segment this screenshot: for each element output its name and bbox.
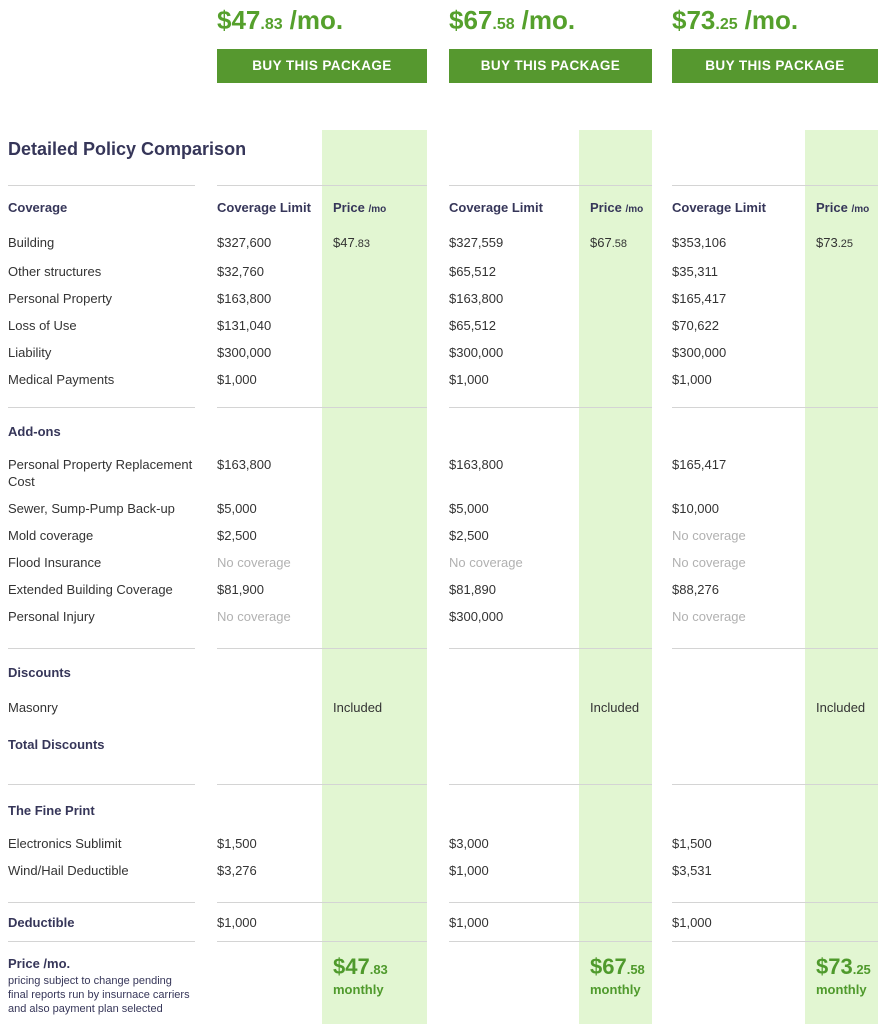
row-label: Loss of Use <box>8 318 77 333</box>
table-row: Personal Property Replacement Cost $163,… <box>0 451 887 495</box>
table-row: Medical Payments $1,000 $1,000 $1,000 <box>0 366 887 393</box>
column-header-price-3: Price /mo <box>816 200 870 215</box>
buy-button-row: BUY THIS PACKAGE BUY THIS PACKAGE BUY TH… <box>0 49 887 83</box>
package-1-price: $47.83/mo. <box>217 5 344 35</box>
fine-print-section: Electronics Sublimit $1,500 $3,000 $1,50… <box>0 830 887 884</box>
column-header-limit-1: Coverage Limit <box>217 200 311 215</box>
divider <box>0 784 887 785</box>
table-header-row: Coverage Coverage Limit Price /mo Covera… <box>0 194 887 223</box>
row-label: Electronics Sublimit <box>8 836 122 851</box>
monthly-price-1: $47.83 monthly <box>333 954 388 998</box>
discounts-section-header: Discounts <box>0 659 887 686</box>
deductible-row: Deductible $1,000 $1,000 $1,000 <box>0 909 887 936</box>
monthly-price-3: $73.25 monthly <box>816 954 871 998</box>
table-row: Personal Injury No coverage $300,000 No … <box>0 603 887 630</box>
coverage-section-title: Coverage <box>8 200 68 215</box>
table-row: Loss of Use $131,040 $65,512 $70,622 <box>0 312 887 339</box>
row-label: Liability <box>8 345 52 360</box>
total-discounts-section-header: Total Discounts <box>0 731 887 758</box>
row-label: Wind/Hail Deductible <box>8 863 129 878</box>
column-header-price-1: Price /mo <box>333 200 387 215</box>
monthly-price-2: $67.58 monthly <box>590 954 645 998</box>
table-row: Extended Building Coverage $81,900 $81,8… <box>0 576 887 603</box>
addons-section: Personal Property Replacement Cost $163,… <box>0 451 887 630</box>
price-row-label: Price /mo. pricing subject to change pen… <box>0 955 217 1016</box>
price-column-highlight-2 <box>579 130 652 1024</box>
row-label: Sewer, Sump-Pump Back-up <box>8 501 175 516</box>
buy-package-1-button[interactable]: BUY THIS PACKAGE <box>217 49 427 83</box>
section-title: Discounts <box>8 665 71 680</box>
table-row: Sewer, Sump-Pump Back-up $5,000 $5,000 $… <box>0 495 887 522</box>
divider <box>0 185 887 186</box>
row-label: Personal Property Replacement Cost <box>8 457 193 489</box>
divider <box>0 902 887 903</box>
section-title: Price /mo. <box>8 956 71 971</box>
table-row: Electronics Sublimit $1,500 $3,000 $1,50… <box>0 830 887 857</box>
divider <box>0 941 887 942</box>
row-label: Other structures <box>8 264 102 279</box>
table-row: Mold coverage $2,500 $2,500 No coverage <box>0 522 887 549</box>
fine-print-section-header: The Fine Print <box>0 797 887 824</box>
column-header-price-2: Price /mo <box>590 200 644 215</box>
table-row: Building $327,600 $47.83 $327,559 $67.58… <box>0 229 887 258</box>
buy-package-3-button[interactable]: BUY THIS PACKAGE <box>672 49 878 83</box>
buy-package-2-button[interactable]: BUY THIS PACKAGE <box>449 49 652 83</box>
row-label: Medical Payments <box>8 372 115 387</box>
addons-section-header: Add-ons <box>0 418 887 445</box>
row-label: Extended Building Coverage <box>8 582 173 597</box>
row-price-1: $47.83 <box>333 235 370 250</box>
row-label: Flood Insurance <box>8 555 102 570</box>
table-row: Wind/Hail Deductible $3,276 $1,000 $3,53… <box>0 857 887 884</box>
divider <box>0 648 887 649</box>
column-header-limit-2: Coverage Limit <box>449 200 543 215</box>
table-row: Personal Property $163,800 $163,800 $165… <box>0 285 887 312</box>
table-row: Other structures $32,760 $65,512 $35,311 <box>0 258 887 285</box>
row-label: Personal Property <box>8 291 113 306</box>
divider <box>0 407 887 408</box>
row-label: Building <box>8 235 55 250</box>
row-label: Mold coverage <box>8 528 94 543</box>
package-price-header-row: $47.83/mo. $67.58/mo. $73.25/mo. <box>0 4 887 41</box>
section-title: Deductible <box>8 915 75 930</box>
price-column-highlight-3 <box>805 130 878 1024</box>
table-row: Masonry Included Included Included <box>0 694 887 721</box>
row-label: Personal Injury <box>8 609 95 624</box>
row-price-3: $73.25 <box>816 235 853 250</box>
page-title: Detailed Policy Comparison <box>8 139 247 159</box>
section-title: Total Discounts <box>8 737 105 752</box>
section-title: The Fine Print <box>8 803 95 818</box>
column-header-limit-3: Coverage Limit <box>672 200 766 215</box>
pricing-disclaimer: pricing subject to change pending final … <box>8 975 190 1015</box>
package-3-price: $73.25/mo. <box>672 5 799 35</box>
price-per-month-row: Price /mo. pricing subject to change pen… <box>0 950 887 1021</box>
table-row: Flood Insurance No coverage No coverage … <box>0 549 887 576</box>
section-title: Add-ons <box>8 424 61 439</box>
row-label: Masonry <box>8 700 58 715</box>
table-row: Liability $300,000 $300,000 $300,000 <box>0 339 887 366</box>
row-price-2: $67.58 <box>590 235 627 250</box>
coverage-section: Building $327,600 $47.83 $327,559 $67.58… <box>0 229 887 393</box>
package-2-price: $67.58/mo. <box>449 5 576 35</box>
price-column-highlight-1 <box>322 130 427 1024</box>
